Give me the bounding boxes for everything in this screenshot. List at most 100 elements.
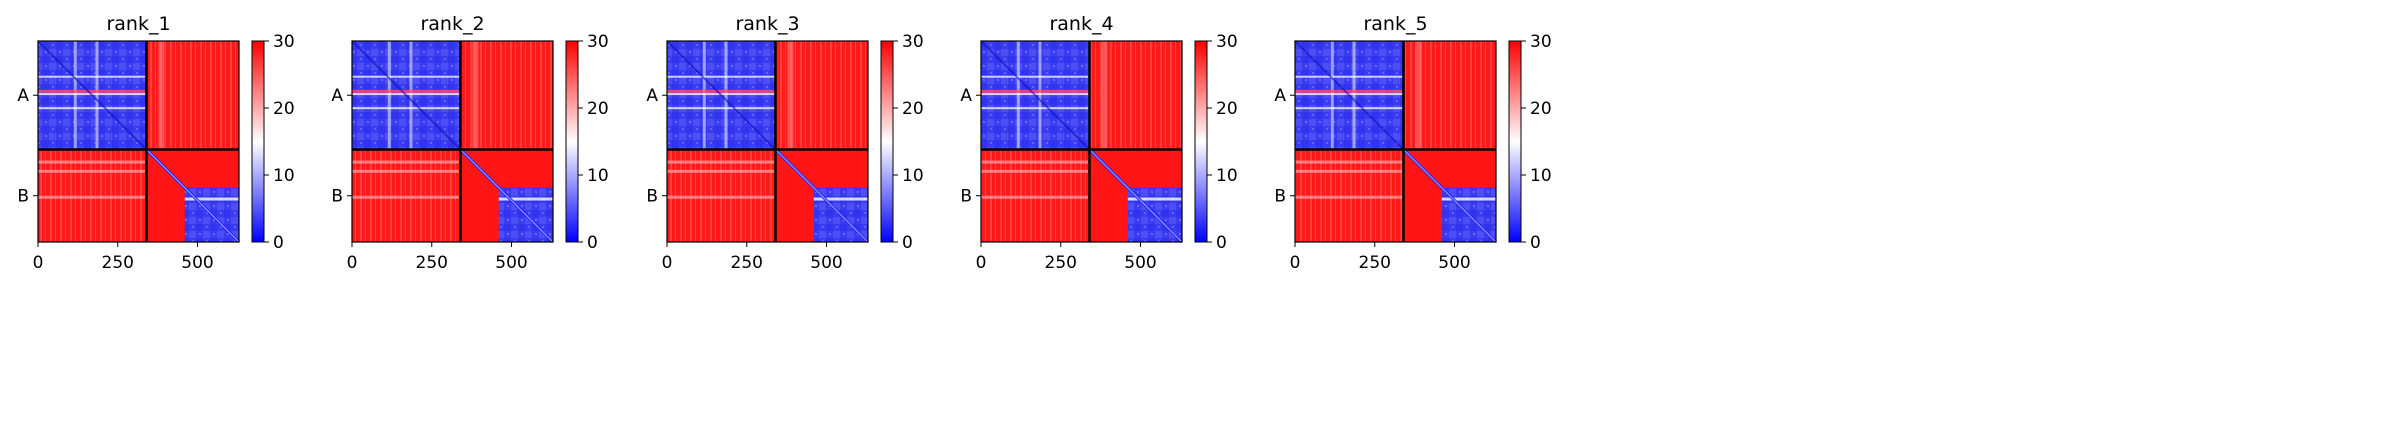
colorbar-tick-label: 20 [902,99,924,119]
x-tick-label: 0 [347,253,358,273]
streak [95,41,99,150]
heatmap-frame [1294,40,1497,243]
streak [702,41,706,150]
pae-panel-3: rank_3 A B 0 250 500 0 10 20 30 [646,13,923,273]
streak [724,41,728,150]
colorbar-gradient [1508,40,1522,243]
heatmap-frame [37,40,240,243]
y-tick-label: A [960,86,972,106]
colorbar-tick-label: 10 [587,166,609,186]
x-tick-label: 250 [731,253,763,273]
colorbar-tick-label: 20 [1530,99,1552,119]
colorbar: 0 10 20 30 [251,32,295,253]
colorbar: 0 10 20 30 [565,32,609,253]
streak [1127,197,1182,201]
streak [1441,197,1496,201]
streak [981,89,1090,93]
streak [352,107,461,110]
colorbar-tick-label: 0 [1530,233,1541,253]
colorbar-tick-label: 30 [1216,32,1238,52]
x-tick-label: 250 [1045,253,1077,273]
streak [787,41,794,150]
streak [352,89,461,93]
streak [184,197,239,201]
streak [667,160,776,164]
panel-title: rank_5 [1363,13,1427,35]
x-tick-label: 500 [1438,253,1470,273]
y-tick-label: A [1274,86,1286,106]
y-tick-label: A [17,86,29,106]
streak [38,107,147,110]
panel-title: rank_4 [1049,13,1113,35]
x-tick-label: 0 [1290,253,1301,273]
streak [981,75,1090,78]
streak [1101,41,1108,150]
x-tick-label: 250 [1359,253,1391,273]
streak [472,41,479,150]
diagonal-highlight [775,149,869,243]
streak [1295,75,1404,78]
panel-title: rank_3 [735,13,799,35]
x-tick-label: 500 [495,253,527,273]
streak [38,89,147,93]
y-tick-label: B [17,187,29,207]
streak [352,169,461,173]
streak [409,41,413,150]
colorbar-tick-label: 30 [902,32,924,52]
x-tick-label: 0 [33,253,44,273]
y-tick-label: A [646,86,658,106]
streak [73,41,77,150]
streak [38,195,147,199]
colorbar-tick-label: 20 [273,99,295,119]
diagonal-highlight [1403,149,1497,243]
heatmap-frame [666,40,869,243]
streak [981,107,1090,110]
streak [981,169,1090,173]
heatmap [980,40,1184,244]
streak [387,41,391,150]
y-tick-label: A [331,86,343,106]
streak [1352,41,1356,150]
diagonal-highlight [1089,149,1183,243]
colorbar-tick-label: 10 [902,166,924,186]
colorbar-tick-label: 30 [273,32,295,52]
y-tick-label: B [960,187,972,207]
streak [38,160,147,164]
streak [981,160,1090,164]
streak [1295,195,1404,199]
colorbar: 0 10 20 30 [880,32,924,253]
colorbar-tick-label: 0 [1216,233,1227,253]
heatmap [351,40,555,244]
x-tick-label: 0 [976,253,987,273]
colorbar-gradient [565,40,579,243]
streak [667,107,776,110]
colorbar-gradient [880,40,894,243]
streak [981,195,1090,199]
colorbar-tick-label: 10 [273,166,295,186]
streak [667,195,776,199]
colorbar-tick-label: 10 [1530,166,1552,186]
y-tick-label: B [1274,187,1286,207]
y-tick-label: B [646,187,658,207]
streak [38,75,147,78]
streak [38,169,147,173]
pae-panel-5: rank_5 A B 0 250 500 0 10 20 30 [1274,13,1551,273]
streak [813,197,868,201]
streak [1330,41,1334,150]
pae-panel-1: rank_1 A B 0 250 500 0 10 20 30 [17,13,294,273]
x-tick-label: 0 [662,253,673,273]
x-tick-label: 250 [102,253,134,273]
streak [667,75,776,78]
streak [667,169,776,173]
streak [352,75,461,78]
diagonal [37,40,148,151]
heatmap [1294,40,1498,244]
pae-panel-2: rank_2 A B 0 250 500 0 10 20 30 [331,13,608,273]
colorbar-tick-label: 20 [587,99,609,119]
streak [1295,169,1404,173]
streak [1295,107,1404,110]
heatmap [37,40,241,244]
panel-title: rank_1 [106,13,170,35]
diagonal [351,40,462,151]
